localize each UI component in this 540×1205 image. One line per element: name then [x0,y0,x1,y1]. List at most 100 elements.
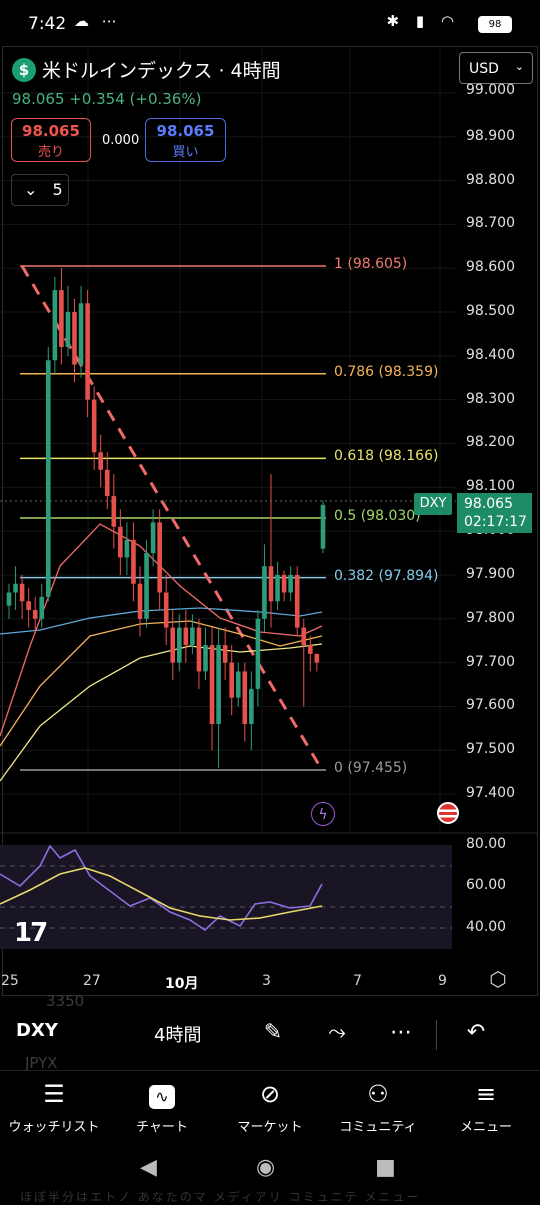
moving-average-line [0,620,323,747]
recents-icon[interactable]: ■ [375,1155,396,1180]
candle-body [281,574,287,593]
ghost-footer: ほぼ半分はエトノ あなたのマ メディアリ コミュニテ メニュー [20,1190,421,1204]
nav-label: メニュー [459,1120,512,1135]
moving-average-line [0,607,323,635]
candle-body [98,452,103,470]
candle-body [242,671,248,724]
pencil-icon[interactable]: ✎ [263,1020,283,1045]
currency-symbol-icon: $ [12,58,36,82]
candle-body [249,688,254,724]
watchlist-icon: ☰ [43,1080,65,1108]
chart-icon: ∿ [108,1078,216,1110]
price-axis-label: 98.400 [466,346,515,363]
nav-chart[interactable]: ∿ チャート [108,1078,216,1135]
candle-body [46,360,51,597]
candle-body [118,526,123,558]
time-axis-label: 27 [83,973,101,989]
candle-body [111,496,117,527]
chart-settings-icon[interactable]: ⬡ [489,967,507,991]
time-axis-label: 25 [1,973,19,989]
toolbar-timeframe[interactable]: 4時間 [154,1025,202,1046]
ghost-text: 3350 [46,992,85,1010]
drawing-tools-icon[interactable]: ⤳ [328,1020,346,1045]
back-icon[interactable]: ◀ [140,1155,157,1180]
chevron-down-icon: ⌄ [24,180,38,199]
current-price-tag: 98.065 02:17:17 [457,493,532,533]
candle-body [262,566,267,619]
price-axis-label: 97.700 [466,653,515,670]
candle-body [301,627,307,646]
nav-label: マーケット [237,1120,303,1135]
us-flag-icon[interactable] [437,802,459,824]
nav-community[interactable]: ⚇ コミュニティ [324,1078,432,1135]
ghost-text: JPYX [25,1054,58,1072]
candle-body [308,645,313,654]
buy-price: 98.065 [156,122,215,140]
rsi-axis-label: 80.00 [466,836,507,852]
nav-market[interactable]: ⊘ マーケット [216,1078,324,1135]
candle-body [222,645,228,663]
community-icon: ⚇ [367,1080,389,1108]
candle-body [294,574,300,628]
candle-body [72,312,77,365]
currency-select[interactable]: USD ⌄ [459,52,533,84]
candle-body [196,627,202,672]
nav-menu[interactable]: ≡ メニュー [432,1078,540,1135]
candle-body [190,627,195,646]
indicators-toggle-button[interactable]: ⌄ 5 [11,174,69,206]
candle-body [150,522,156,554]
home-icon[interactable]: ◉ [256,1155,276,1180]
price-axis-label: 99.000 [466,82,515,98]
candle-body [59,290,64,348]
candle-body [6,592,12,606]
candle-body [183,627,189,646]
chart-area[interactable] [2,46,538,996]
sell-button[interactable]: 98.065 売り [11,118,91,162]
candle-body [229,662,234,698]
candle-body [209,645,215,724]
price-axis-label: 98.600 [466,259,515,276]
fib-level-label: 0.382 (97.894) [334,567,439,584]
bar-countdown: 02:17:17 [464,514,527,530]
candle-body [65,312,71,348]
candle-body [235,671,241,698]
price-tag-symbol: DXY [414,493,452,515]
candle-body [144,553,149,619]
price-axis-label: 98.800 [466,171,515,188]
notification-icons: ☁ ⋯ [74,12,121,30]
price-axis-label: 98.200 [466,434,515,451]
price-axis-label: 98.500 [466,303,515,320]
compass-icon: ⊘ [259,1080,281,1108]
price-chart[interactable] [0,46,540,996]
candle-body [268,566,274,602]
toolbar-symbol[interactable]: DXY [16,1020,58,1041]
current-price: 98.065 [464,496,513,512]
clock: 7:42 [28,14,67,34]
candle-body [157,522,162,593]
more-icon[interactable]: ⋯ [390,1020,412,1045]
lightning-icon[interactable]: ϟ [311,802,335,826]
fib-level-label: 1 (98.605) [334,256,408,272]
sell-price: 98.065 [22,122,80,140]
price-axis-label: 97.500 [466,741,515,758]
candle-body [104,469,110,497]
nav-label: チャート [136,1120,188,1135]
nav-label: コミュニティ [339,1120,417,1135]
time-axis-label: 3 [262,973,271,989]
fib-level-label: 0.5 (98.030) [334,508,421,524]
buy-button[interactable]: 98.065 買い [145,118,226,162]
candle-body [85,303,90,400]
undo-icon[interactable]: ↶ [466,1020,486,1045]
candle-body [39,596,45,619]
buy-label: 買い [172,145,199,160]
symbol-title[interactable]: 米ドルインデックス · 4時間 [42,60,281,82]
menu-icon: ≡ [475,1080,497,1108]
moving-average-line [0,643,323,782]
candle-body [131,539,136,584]
candle-body [170,627,176,663]
candle-body [314,653,320,663]
candle-body [288,574,293,593]
price-axis-label: 97.800 [466,609,515,626]
nav-watchlist[interactable]: ☰ ウォッチリスト [0,1078,108,1135]
candle-body [137,583,143,619]
